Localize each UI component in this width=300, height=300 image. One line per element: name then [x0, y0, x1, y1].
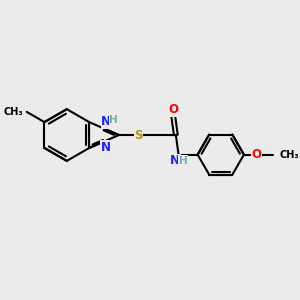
Text: CH₃: CH₃ — [280, 150, 299, 160]
Text: O: O — [168, 103, 178, 116]
Text: H: H — [179, 156, 188, 166]
Text: N: N — [100, 141, 110, 154]
Text: N: N — [170, 154, 180, 167]
Text: S: S — [134, 128, 143, 142]
Text: N: N — [101, 115, 111, 128]
Text: CH₃: CH₃ — [3, 107, 22, 117]
Text: H: H — [109, 115, 118, 125]
Text: O: O — [251, 148, 261, 161]
